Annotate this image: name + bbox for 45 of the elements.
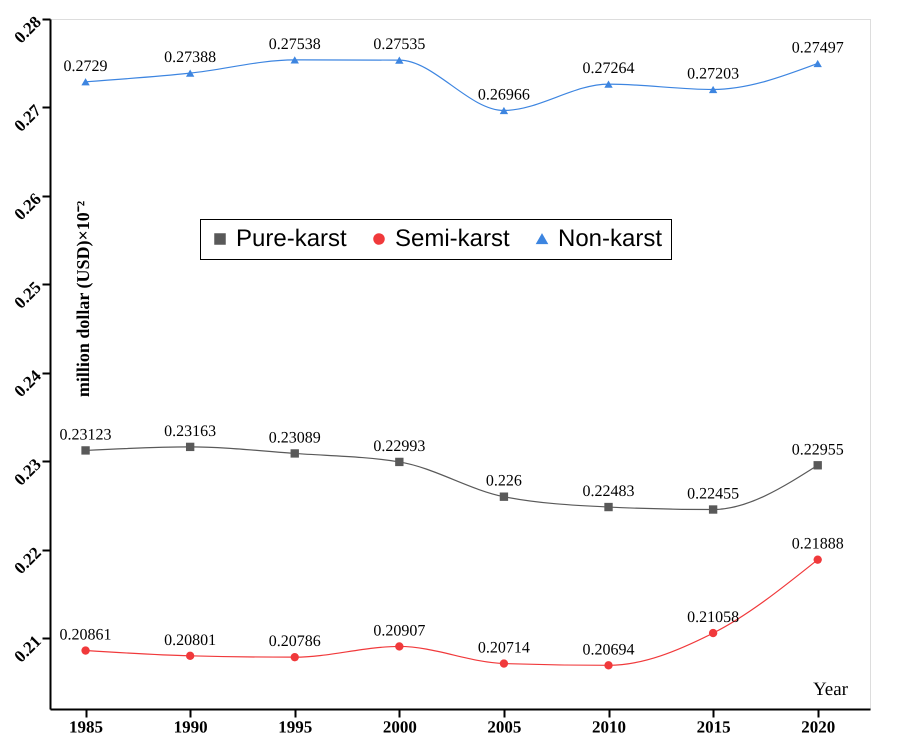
x-axis-title: Year xyxy=(812,679,849,700)
y-tick-label: 0.23 xyxy=(10,454,45,490)
y-tick-label: 0.27 xyxy=(10,100,46,136)
y-tick-label: 0.26 xyxy=(10,189,45,224)
y-axis-title: million dollar (USD)×10⁻² xyxy=(73,200,93,398)
data-label: 0.20714 xyxy=(478,640,530,657)
x-tick-label: 1985 xyxy=(69,718,104,736)
data-label: 0.23163 xyxy=(164,422,216,440)
data-label: 0.23123 xyxy=(60,426,112,444)
y-tick-label: 0.22 xyxy=(10,543,45,578)
data-label: 0.22993 xyxy=(373,438,426,455)
data-label: 0.27535 xyxy=(373,36,426,54)
data-label: 0.22455 xyxy=(687,486,740,503)
data-label: 0.20801 xyxy=(164,632,216,649)
data-label: 0.27497 xyxy=(792,39,844,56)
x-tick-label: 2015 xyxy=(696,718,731,736)
y-tick-label: 0.24 xyxy=(10,366,46,401)
data-label: 0.21058 xyxy=(687,609,740,626)
legend-label: Pure-karst xyxy=(236,225,348,252)
x-tick-label: 1995 xyxy=(278,718,312,736)
data-label: 0.22955 xyxy=(792,441,844,458)
data-label: 0.21888 xyxy=(792,536,844,553)
data-label: 0.23089 xyxy=(268,429,321,446)
data-label: 0.20694 xyxy=(582,641,635,658)
data-label: 0.22483 xyxy=(582,483,635,500)
x-tick-label: 2005 xyxy=(487,718,522,736)
data-label: 0.26966 xyxy=(478,86,530,104)
data-label: 0.20907 xyxy=(373,622,426,640)
y-tick-label: 0.28 xyxy=(10,12,45,47)
data-label: 0.20861 xyxy=(60,626,112,644)
x-tick-label: 2000 xyxy=(382,718,417,736)
x-tick-label: 1990 xyxy=(174,718,208,736)
y-tick-label: 0.21 xyxy=(10,632,45,666)
data-label: 0.226 xyxy=(486,472,522,490)
legend-label: Non-karst xyxy=(558,225,662,252)
data-label: 0.27538 xyxy=(268,36,321,53)
data-label: 0.20786 xyxy=(268,633,321,650)
data-label: 0.27388 xyxy=(164,49,216,66)
legend-label: Semi-karst xyxy=(395,225,510,252)
data-label: 0.27203 xyxy=(687,66,740,83)
data-label: 0.2729 xyxy=(64,58,108,75)
x-tick-label: 2020 xyxy=(801,718,836,736)
y-tick-label: 0.25 xyxy=(10,278,45,312)
x-tick-label: 2010 xyxy=(592,718,626,736)
data-label: 0.27264 xyxy=(582,60,635,78)
